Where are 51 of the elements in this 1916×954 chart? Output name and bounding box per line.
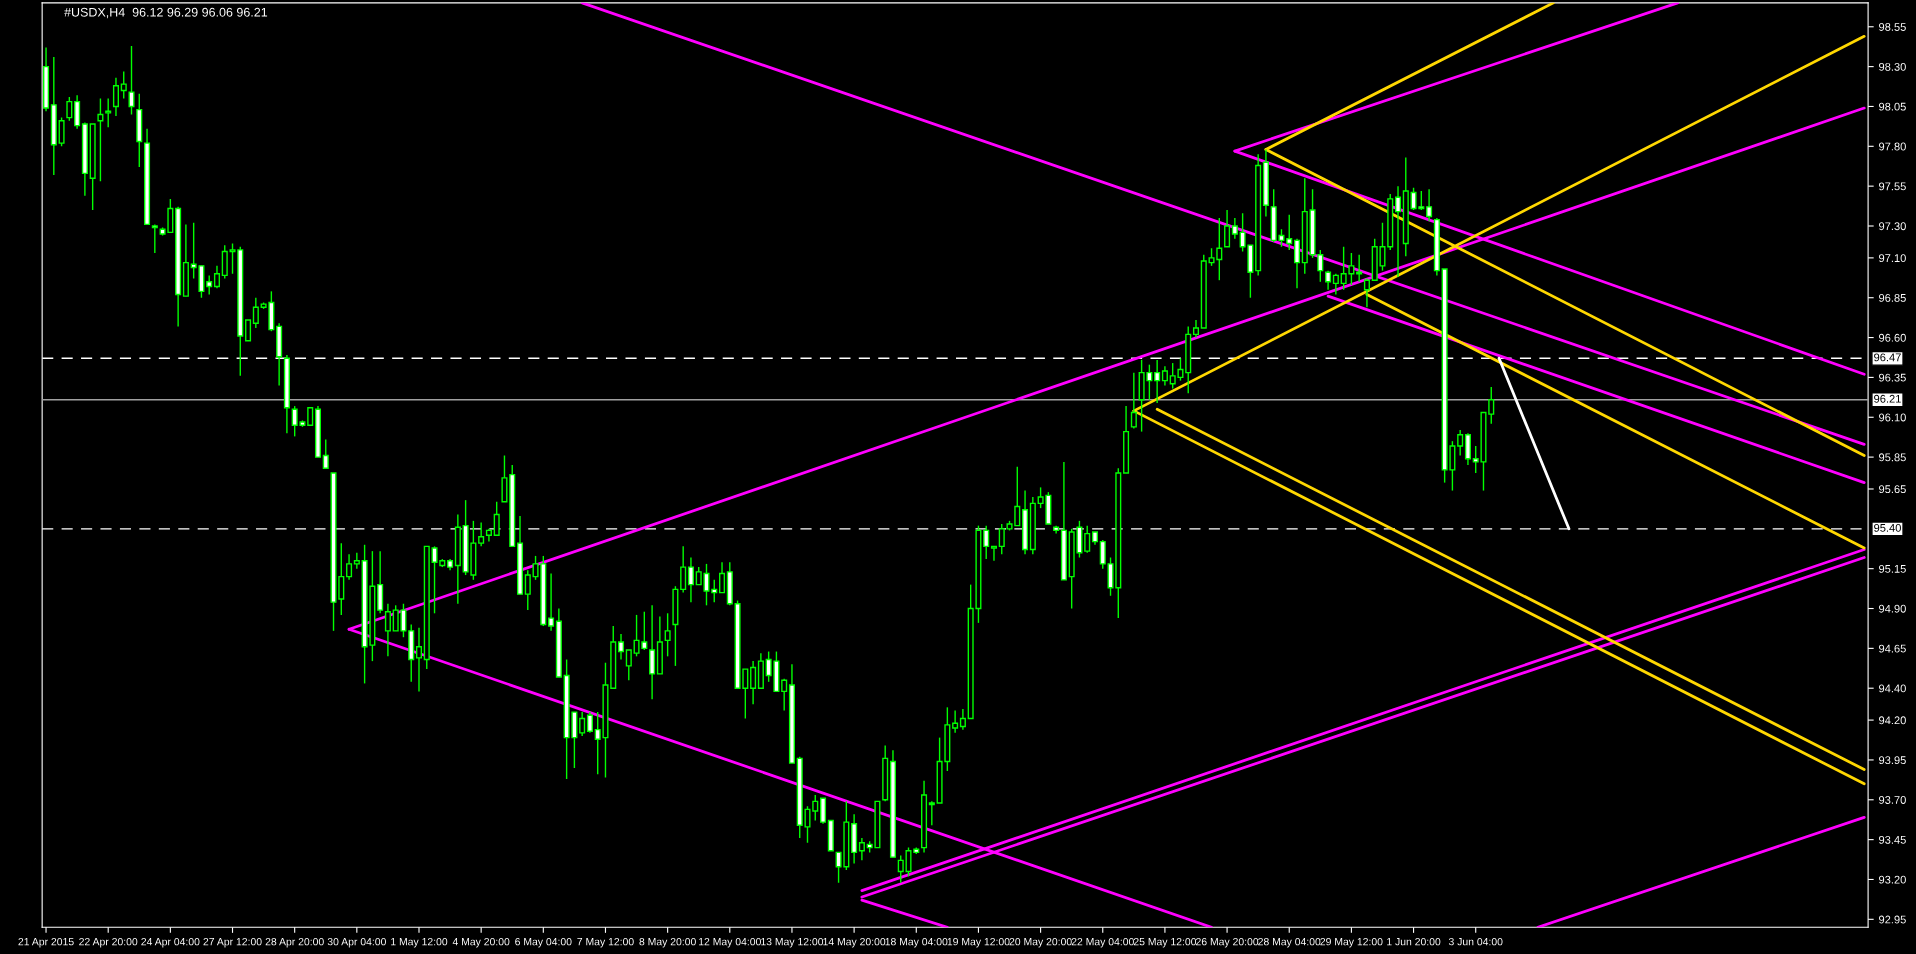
- y-tick-label: 96.35: [1879, 373, 1906, 382]
- x-tick-label: 20 May 20:00: [1009, 937, 1072, 948]
- x-tick-label: 28 Apr 20:00: [265, 937, 324, 948]
- x-tick-label: 14 May 20:00: [823, 937, 886, 948]
- x-tick-label: 26 May 20:00: [1196, 937, 1259, 948]
- y-tick-label: 97.80: [1879, 142, 1906, 151]
- y-tick-label: 93.20: [1879, 875, 1906, 884]
- y-tick-label: 95.15: [1879, 564, 1906, 573]
- ref-line-label: 96.47: [1874, 353, 1901, 362]
- x-tick-label: 22 Apr 20:00: [79, 937, 138, 948]
- x-tick-label: 1 May 12:00: [391, 937, 448, 948]
- y-tick-label: 96.85: [1879, 293, 1906, 302]
- y-tick-label: 95.65: [1879, 485, 1906, 494]
- y-tick-label: 97.10: [1879, 254, 1906, 263]
- y-tick-label: 94.20: [1879, 716, 1906, 725]
- y-tick-label: 93.95: [1879, 756, 1906, 765]
- y-tick-label: 92.95: [1879, 915, 1906, 924]
- x-tick-label: 4 May 20:00: [452, 937, 510, 948]
- y-tick-label: 93.70: [1879, 796, 1906, 804]
- x-tick-label: 8 May 20:00: [639, 937, 696, 948]
- x-tick-label: 19 May 12:00: [947, 937, 1010, 948]
- x-tick-label: 6 May 04:00: [515, 937, 572, 948]
- y-tick-label: 94.90: [1879, 604, 1906, 613]
- x-tick-label: 7 May 12:00: [577, 937, 634, 948]
- x-tick-label: 24 Apr 04:00: [141, 937, 200, 948]
- x-tick-label: 30 Apr 04:00: [327, 937, 386, 948]
- x-tick-label: 1 Jun 20:00: [1387, 937, 1441, 946]
- x-tick-label: 27 Apr 12:00: [203, 937, 262, 948]
- y-tick-label: 97.55: [1879, 182, 1906, 191]
- x-tick-label: 22 May 04:00: [1071, 937, 1134, 948]
- ref-line-label: 96.21: [1874, 394, 1901, 403]
- x-tick-label: 29 May 12:00: [1320, 937, 1383, 948]
- y-tick-label: 96.60: [1879, 333, 1906, 342]
- x-tick-label: 21 Apr 2015: [18, 937, 74, 948]
- chart-title: #USDX,H4 96.12 96.29 96.06 96.21: [64, 7, 268, 19]
- x-tick-label: 25 May 12:00: [1133, 937, 1197, 948]
- y-tick-label: 98.05: [1879, 102, 1906, 111]
- y-tick-label: 98.55: [1879, 23, 1906, 31]
- x-tick-label: 3 Jun 04:00: [1448, 937, 1503, 946]
- y-tick-label: 94.40: [1879, 684, 1906, 693]
- y-tick-label: 96.10: [1879, 413, 1906, 422]
- y-tick-label: 94.65: [1879, 644, 1906, 653]
- y-tick-label: 98.30: [1879, 62, 1906, 71]
- x-tick-label: 13 May 12:00: [761, 937, 824, 948]
- x-tick-label: 18 May 04:00: [885, 937, 948, 948]
- x-tick-label: 28 May 04:00: [1258, 937, 1321, 948]
- ref-line-label: 95.40: [1874, 523, 1901, 532]
- y-tick-label: 97.30: [1879, 222, 1906, 231]
- y-tick-label: 93.45: [1879, 835, 1906, 844]
- y-tick-label: 95.85: [1879, 453, 1906, 462]
- x-tick-label: 12 May 04:00: [699, 937, 761, 948]
